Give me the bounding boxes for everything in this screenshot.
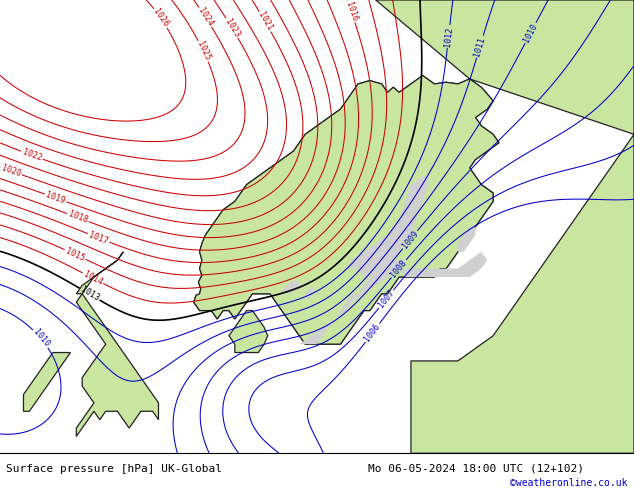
Text: ©weatheronline.co.uk: ©weatheronline.co.uk (510, 478, 628, 488)
Text: 1014: 1014 (82, 270, 104, 287)
Polygon shape (76, 252, 123, 294)
Text: 1006: 1006 (363, 322, 382, 343)
Polygon shape (76, 294, 158, 437)
Text: 1018: 1018 (67, 210, 89, 225)
Polygon shape (458, 227, 476, 252)
Text: 1009: 1009 (400, 229, 420, 250)
Polygon shape (194, 75, 499, 344)
Text: 1007: 1007 (377, 289, 396, 310)
Polygon shape (346, 176, 429, 277)
Text: 1016: 1016 (344, 0, 359, 22)
Text: Mo 06-05-2024 18:00 UTC (12+102): Mo 06-05-2024 18:00 UTC (12+102) (368, 464, 584, 473)
Text: 1008: 1008 (389, 258, 409, 279)
Text: 1017: 1017 (87, 230, 110, 246)
Text: 1019: 1019 (44, 191, 67, 206)
Text: 1013: 1013 (79, 285, 101, 303)
Text: 1021: 1021 (256, 11, 274, 32)
Text: 1011: 1011 (473, 36, 487, 57)
Polygon shape (229, 311, 268, 352)
Text: 1015: 1015 (64, 246, 86, 263)
Text: 1023: 1023 (223, 17, 241, 39)
Polygon shape (281, 280, 301, 294)
Text: 1020: 1020 (0, 163, 22, 178)
Text: 1022: 1022 (21, 147, 42, 163)
Polygon shape (23, 352, 70, 411)
Text: 1026: 1026 (152, 7, 170, 29)
Text: 1012: 1012 (443, 26, 454, 47)
Polygon shape (399, 252, 488, 277)
Polygon shape (194, 0, 634, 453)
Text: 1025: 1025 (195, 40, 212, 62)
Text: 1010: 1010 (522, 22, 540, 44)
Text: 1024: 1024 (196, 6, 214, 28)
Text: Surface pressure [hPa] UK-Global: Surface pressure [hPa] UK-Global (6, 464, 223, 473)
Text: 1010: 1010 (31, 328, 51, 349)
Polygon shape (305, 285, 313, 300)
Polygon shape (252, 260, 405, 344)
